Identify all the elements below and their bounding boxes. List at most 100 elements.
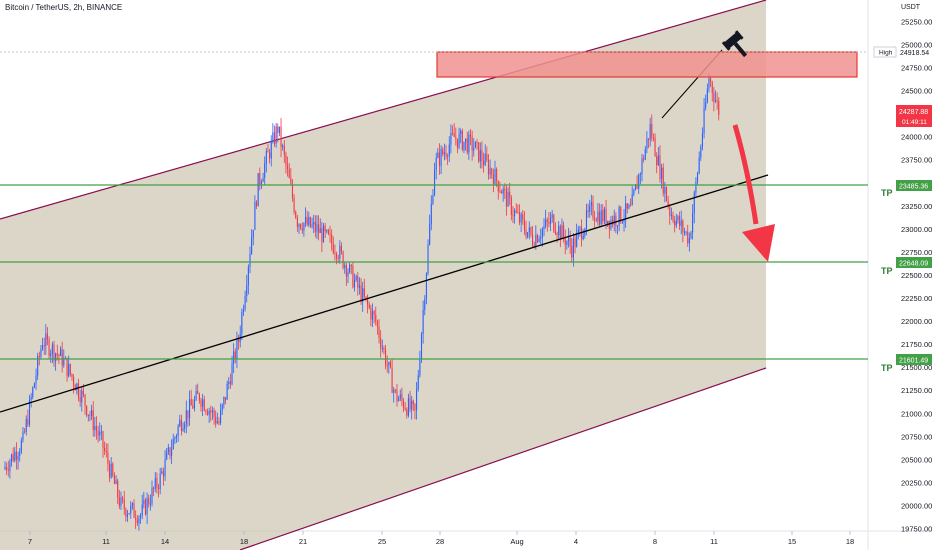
candle-body <box>332 243 334 253</box>
candle-body <box>585 210 588 229</box>
candle-body <box>556 233 558 236</box>
candle-body <box>484 154 486 166</box>
candle-body <box>711 82 713 93</box>
candle-body <box>282 145 284 148</box>
candle-body <box>6 466 8 470</box>
candle-body <box>370 307 372 320</box>
time-tick-label: 28 <box>436 537 444 546</box>
price-tick-label: 19750.00 <box>901 525 932 534</box>
candle-body <box>701 133 703 148</box>
candle-body <box>208 410 210 415</box>
candle-body <box>685 231 687 233</box>
price-tick-label: 23250.00 <box>901 202 932 211</box>
candle-body <box>30 397 32 400</box>
candle-body <box>594 218 596 221</box>
candle-body <box>402 400 405 409</box>
candle-body <box>618 206 620 226</box>
candle-body <box>675 220 677 226</box>
candle-body <box>27 418 29 425</box>
candle-body <box>517 212 519 214</box>
candle-body <box>432 195 434 204</box>
candle-body <box>561 225 563 240</box>
last-price-value: 24287.88 <box>899 109 928 116</box>
candle-body <box>35 375 37 384</box>
price-tick-label: 21250.00 <box>901 386 932 395</box>
candle-body <box>554 231 556 234</box>
candle-body <box>92 410 94 430</box>
candle-body <box>422 309 424 334</box>
candle-body <box>665 187 668 202</box>
candle-body <box>615 215 617 226</box>
candle-body <box>259 173 261 185</box>
candle-body <box>453 133 455 138</box>
candle-body <box>104 448 106 452</box>
candle-body <box>430 203 432 225</box>
candle-body <box>206 411 209 415</box>
candle-body <box>300 224 302 229</box>
candle-body <box>10 454 13 462</box>
candle-body <box>115 480 117 484</box>
candle-body <box>167 447 169 453</box>
candle-body <box>241 312 243 334</box>
candle-body <box>350 264 352 266</box>
candle-body <box>486 154 488 160</box>
candle-body <box>535 235 537 247</box>
countdown-timer: 01:49:11 <box>902 119 927 126</box>
candle-body <box>559 226 561 240</box>
candle-body <box>149 503 151 505</box>
channel-lower-line[interactable] <box>239 367 767 551</box>
bearish-arrow-icon <box>732 124 775 262</box>
candle-body <box>311 224 313 227</box>
candle-body <box>169 447 171 456</box>
candle-body <box>296 217 298 227</box>
candle-body <box>525 229 527 237</box>
channel-upper-line[interactable] <box>0 0 767 220</box>
price-tick-label: 20000.00 <box>901 501 932 510</box>
candle-body <box>582 235 584 240</box>
candle-body <box>112 463 114 476</box>
candle-body <box>205 410 207 412</box>
time-tick-label: 18 <box>240 537 248 546</box>
candle-body <box>607 220 609 225</box>
candle-body <box>123 500 125 510</box>
candle-body <box>497 180 499 192</box>
candle-body <box>407 398 409 416</box>
candle-body <box>625 203 627 219</box>
candle-body <box>496 168 498 181</box>
candle-body <box>589 205 591 213</box>
candle-body <box>355 276 357 281</box>
candle-body <box>131 503 133 506</box>
candle-body <box>59 348 62 357</box>
candle-body <box>411 400 413 410</box>
time-axis[interactable]: 7 11 14 18 21 25 28 Aug 4 8 11 15 18 <box>28 531 854 546</box>
candle-body <box>316 224 318 232</box>
candle-body <box>409 398 411 410</box>
candle-body <box>679 216 681 227</box>
candle-body <box>662 167 664 194</box>
candle-body <box>68 364 70 377</box>
price-axis[interactable]: 25250.0025000.0024750.0024500.0024250.00… <box>901 17 932 533</box>
tp-price-1: 23485.36 <box>899 184 928 191</box>
candle-body <box>334 252 336 254</box>
candle-body <box>138 517 140 524</box>
candle-body <box>437 152 439 158</box>
candle-body <box>184 424 186 429</box>
candle-body <box>592 202 594 219</box>
candle-body <box>523 219 525 230</box>
candle-body <box>451 132 454 134</box>
candle-body <box>15 451 17 460</box>
candle-body <box>363 288 365 297</box>
candle-body <box>463 141 465 150</box>
resistance-zone[interactable] <box>436 51 858 78</box>
candle-body <box>327 230 329 235</box>
candle-body <box>647 138 650 140</box>
candle-body <box>238 338 240 342</box>
channel-midline[interactable] <box>0 174 769 413</box>
candle-body <box>518 212 521 223</box>
candle-body <box>175 436 178 438</box>
time-tick-label: 21 <box>299 537 307 546</box>
candle-body <box>631 194 633 206</box>
candle-body <box>616 225 619 227</box>
